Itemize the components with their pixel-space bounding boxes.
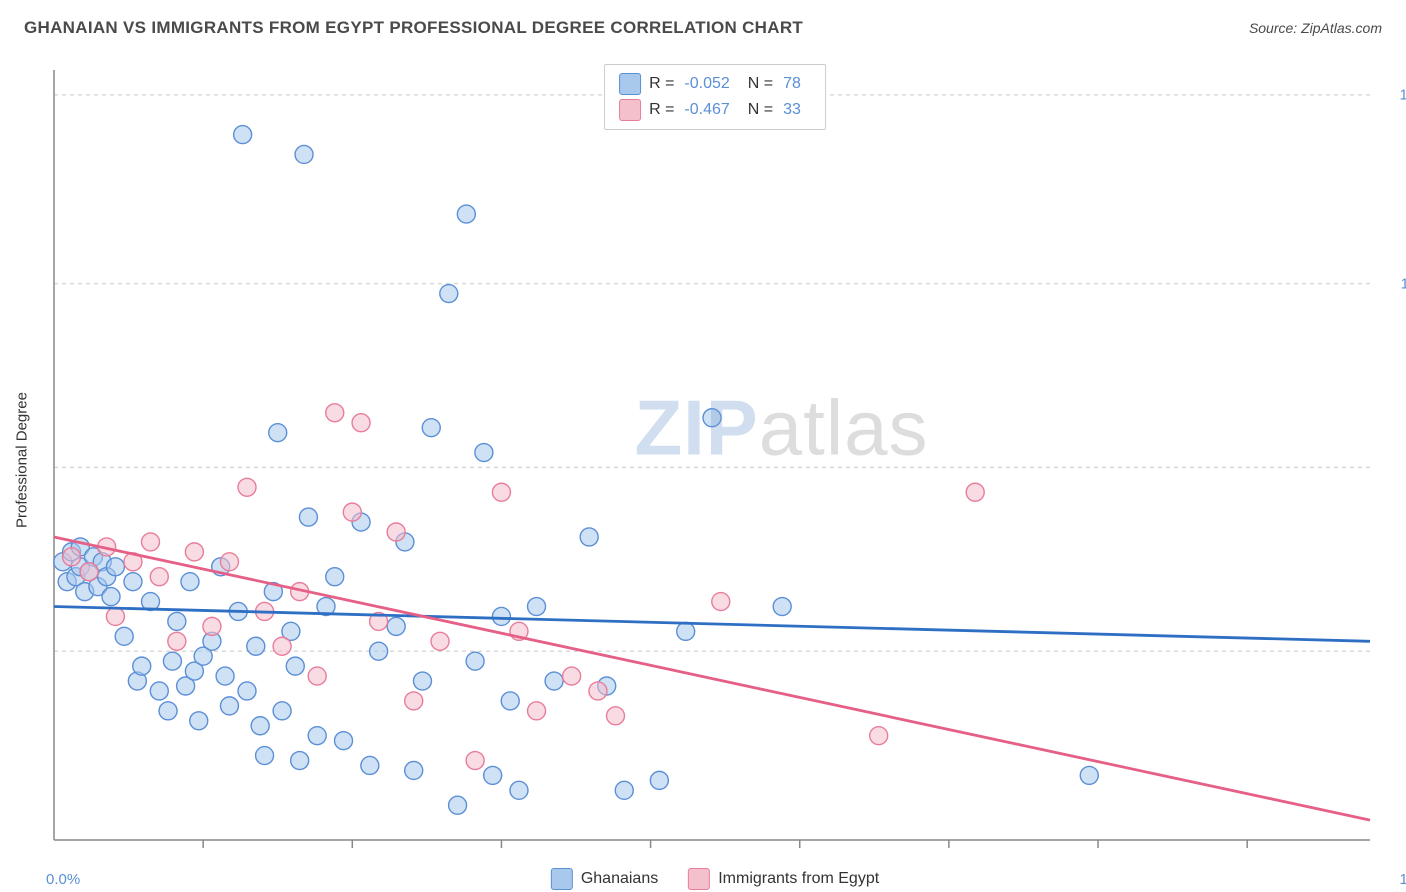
- legend-correlation: R =-0.052 N =78 R =-0.467 N =33: [604, 64, 826, 130]
- legend-swatch-icon: [619, 73, 641, 95]
- y-tick-label: 15.0%: [1399, 86, 1406, 103]
- legend-series-item: Immigrants from Egypt: [688, 868, 879, 890]
- chart-area: Professional Degree ZIPatlas R =-0.052 N…: [50, 60, 1380, 860]
- source-label: Source: ZipAtlas.com: [1249, 20, 1382, 36]
- legend-series-item: Ghanaians: [551, 868, 658, 890]
- x-tick-min: 0.0%: [46, 871, 80, 888]
- legend-correlation-row: R =-0.052 N =78: [619, 71, 811, 97]
- legend-correlation-row: R =-0.467 N =33: [619, 97, 811, 123]
- y-axis-label: Professional Degree: [14, 392, 31, 528]
- x-tick-max: 15.0%: [1399, 871, 1406, 888]
- y-tick-label: 11.2%: [1401, 275, 1406, 292]
- legend-series: Ghanaians Immigrants from Egypt: [551, 868, 879, 890]
- chart-title: GHANAIAN VS IMMIGRANTS FROM EGYPT PROFES…: [24, 18, 803, 38]
- legend-swatch-icon: [551, 868, 573, 890]
- scatter-plot: [50, 60, 1380, 860]
- legend-swatch-icon: [619, 99, 641, 121]
- legend-swatch-icon: [688, 868, 710, 890]
